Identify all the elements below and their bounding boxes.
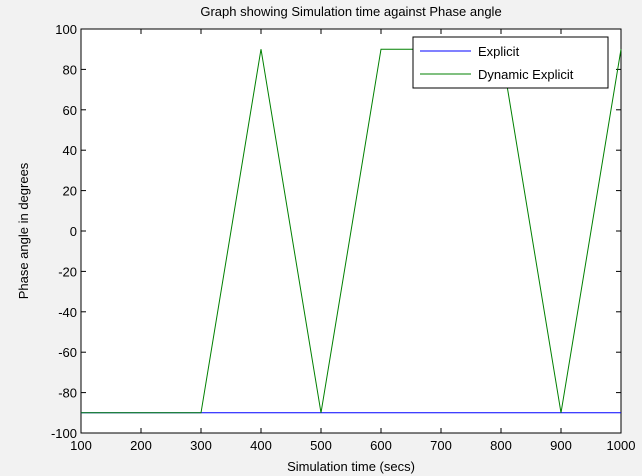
x-tick-label: 900: [550, 438, 572, 453]
y-tick-label: 80: [63, 62, 77, 77]
x-tick-label: 600: [370, 438, 392, 453]
y-tick-label: -20: [58, 264, 77, 279]
x-tick-label: 500: [310, 438, 332, 453]
series-line-dynamic-explicit: [81, 48, 622, 414]
y-tick-label: -40: [58, 305, 77, 320]
x-axis-label: Simulation time (secs): [287, 459, 415, 474]
y-tick-label: 20: [63, 184, 77, 199]
legend-box: [412, 36, 609, 89]
series-layer: [81, 48, 622, 414]
x-tick-label: 300: [190, 438, 212, 453]
x-tick-label: 800: [490, 438, 512, 453]
chart-title: Graph showing Simulation time against Ph…: [200, 4, 501, 19]
y-tick-label: -100: [51, 426, 77, 441]
x-tick-label: 1000: [607, 438, 636, 453]
axis-ticks: 100 200 300 400 500 600 700 800 900 1000-100-80-6…: [51, 22, 635, 453]
x-tick-label: 200: [130, 438, 152, 453]
legend-label-dynamic-explicit: Dynamic Explicit: [478, 67, 574, 82]
y-axis-label: Phase angle in degrees: [16, 162, 31, 299]
legend-label-explicit: Explicit: [478, 44, 520, 59]
y-tick-label: 100: [55, 22, 77, 37]
y-tick-label: -80: [58, 386, 77, 401]
x-tick-label: 400: [250, 438, 272, 453]
legend: Explicit Dynamic Explicit: [412, 36, 609, 89]
x-tick-label: 100: [70, 438, 92, 453]
y-tick-label: 40: [63, 143, 77, 158]
y-tick-label: 0: [70, 224, 77, 239]
x-tick-label: 700: [430, 438, 452, 453]
y-tick-label: -60: [58, 345, 77, 360]
y-tick-label: 60: [63, 103, 77, 118]
